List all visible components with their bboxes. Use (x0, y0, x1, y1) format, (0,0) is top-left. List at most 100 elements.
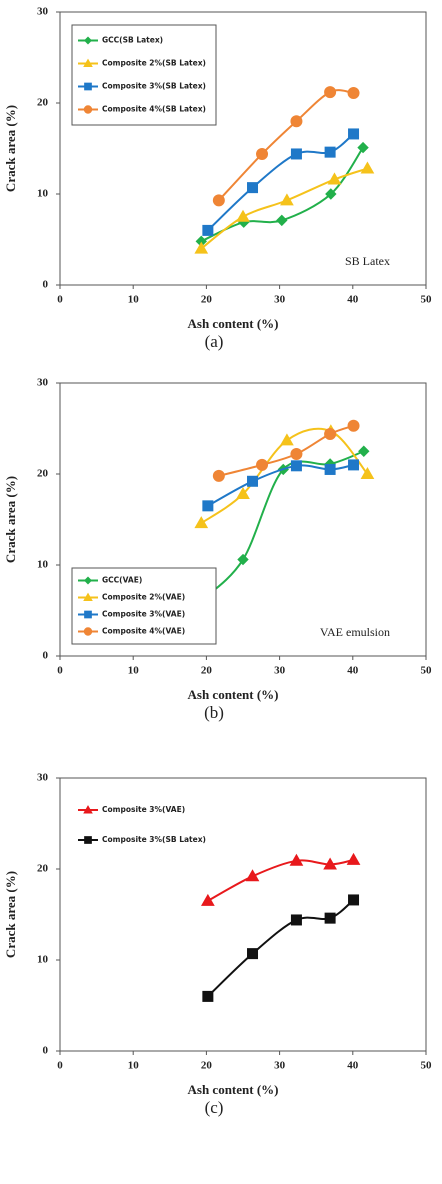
x-tick-label: 0 (57, 1060, 63, 1072)
legend-label: Composite 2%(VAE) (102, 593, 185, 602)
legend-label: Composite 3%(SB Latex) (102, 835, 206, 844)
y-tick-label: 30 (37, 6, 49, 18)
y-tick-label: 0 (43, 279, 49, 291)
data-point (289, 853, 304, 866)
data-point (290, 447, 303, 460)
data-point (290, 914, 302, 926)
x-tick-label: 0 (57, 294, 63, 306)
data-point (348, 894, 360, 906)
data-point (290, 460, 302, 472)
x-tick-label: 10 (128, 294, 140, 306)
x-tick-label: 20 (201, 1060, 213, 1072)
data-point (202, 500, 214, 512)
x-tick-label: 40 (347, 665, 359, 677)
y-tick-label: 20 (37, 863, 49, 875)
data-point (247, 182, 259, 194)
data-point (358, 445, 370, 457)
data-point (324, 427, 337, 440)
x-tick-label: 50 (421, 1060, 433, 1072)
data-point (323, 857, 337, 870)
data-point (212, 194, 225, 207)
legend-label: Composite 2%(SB Latex) (102, 59, 206, 68)
data-point (325, 188, 337, 200)
y-tick-label: 30 (37, 377, 49, 389)
legend-label: Composite 3%(VAE) (102, 805, 185, 814)
data-point (194, 516, 209, 529)
y-tick-label: 10 (37, 188, 49, 200)
legend-marker (84, 836, 92, 844)
legend-label: GCC(VAE) (102, 576, 142, 585)
x-tick-label: 30 (274, 1060, 286, 1072)
legend-marker (83, 805, 93, 814)
caption: (a) (205, 332, 224, 351)
legend-marker (83, 627, 93, 636)
legend-label: Composite 3%(VAE) (102, 610, 185, 619)
x-tick-label: 40 (347, 294, 359, 306)
x-tick-label: 40 (347, 1060, 359, 1072)
data-point (256, 458, 269, 471)
y-tick-label: 20 (37, 97, 49, 109)
x-axis-label: Ash content (%) (188, 687, 279, 702)
legend-marker (83, 58, 93, 67)
caption: (c) (205, 1098, 224, 1117)
x-axis-label: Ash content (%) (188, 316, 279, 331)
x-tick-label: 10 (128, 665, 140, 677)
legend-marker (84, 576, 92, 585)
data-point (357, 141, 369, 154)
legend-marker (84, 82, 92, 91)
x-tick-label: 10 (128, 1060, 140, 1072)
data-point (237, 553, 249, 566)
legend-label: GCC(SB Latex) (102, 36, 163, 45)
data-point (201, 893, 215, 906)
y-tick-label: 0 (43, 650, 49, 662)
data-point (347, 86, 360, 99)
data-point (360, 161, 375, 174)
plot-frame (59, 11, 427, 286)
caption: (b) (204, 703, 224, 722)
data-point (280, 193, 294, 206)
x-tick-label: 50 (421, 294, 433, 306)
plot-frame (59, 777, 427, 1052)
y-tick-label: 10 (37, 954, 49, 966)
data-point (348, 459, 360, 471)
data-point (290, 115, 303, 128)
y-axis-label: Crack area (%) (3, 871, 18, 958)
legend-marker (83, 592, 93, 601)
data-point (347, 419, 360, 432)
y-axis-label: Crack area (%) (3, 105, 18, 192)
legend-marker (84, 36, 92, 45)
plot-frame (59, 382, 427, 657)
data-point (280, 433, 294, 446)
data-point (360, 466, 375, 479)
data-point (324, 912, 336, 924)
legend-marker (84, 610, 92, 619)
x-tick-label: 20 (201, 665, 213, 677)
data-point (236, 209, 250, 222)
legend-marker (83, 105, 93, 114)
y-tick-label: 30 (37, 772, 49, 784)
data-point (247, 948, 259, 960)
data-point (276, 214, 288, 227)
y-tick-label: 0 (43, 1045, 49, 1057)
x-tick-label: 20 (201, 294, 213, 306)
y-tick-label: 10 (37, 559, 49, 571)
data-point (324, 86, 337, 99)
legend-frame (71, 24, 217, 126)
data-point (245, 869, 260, 882)
y-axis-label: Crack area (%) (3, 476, 18, 563)
annotation: SB Latex (345, 254, 390, 268)
legend-label: Composite 3%(SB Latex) (102, 82, 206, 91)
data-point (327, 172, 342, 185)
x-tick-label: 30 (274, 294, 286, 306)
data-point (324, 146, 336, 158)
data-point (348, 128, 360, 140)
data-point (212, 469, 225, 482)
data-point (202, 224, 214, 236)
data-point (247, 475, 259, 487)
data-point (324, 463, 336, 475)
x-tick-label: 50 (421, 665, 433, 677)
data-point (290, 148, 302, 160)
data-point (202, 990, 214, 1002)
x-axis-label: Ash content (%) (188, 1082, 279, 1097)
